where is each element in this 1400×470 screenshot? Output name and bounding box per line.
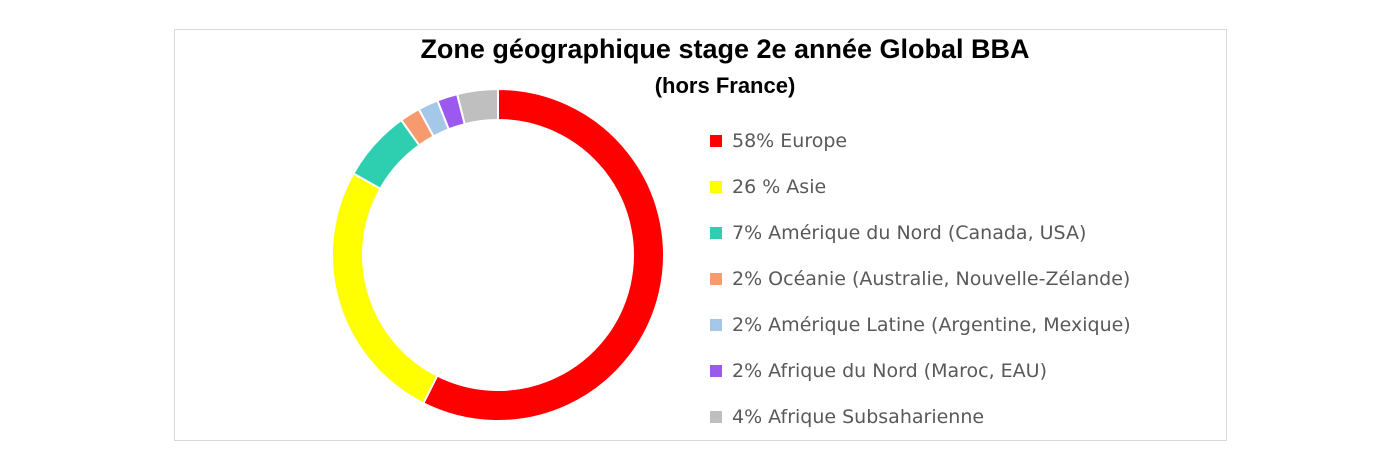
legend-swatch-4 xyxy=(710,319,722,331)
legend-label-0: 58% Europe xyxy=(732,130,848,152)
legend-label-3: 2% Océanie (Australie, Nouvelle-Zélande) xyxy=(732,268,1131,290)
legend-swatch-6 xyxy=(710,411,722,423)
legend-swatch-3 xyxy=(710,273,722,285)
legend-label-2: 7% Amérique du Nord (Canada, USA) xyxy=(732,222,1087,244)
legend-label-1: 26 % Asie xyxy=(732,176,827,198)
donut-slice-6 xyxy=(455,87,499,126)
legend-item-1: 26 % Asie xyxy=(710,164,1131,210)
donut-slice-1 xyxy=(331,172,439,405)
donut-chart xyxy=(331,87,665,422)
legend-item-6: 4% Afrique Subsaharienne xyxy=(710,394,1131,440)
legend-item-2: 7% Amérique du Nord (Canada, USA) xyxy=(710,210,1131,256)
legend-swatch-0 xyxy=(710,135,722,147)
chart-legend: 58% Europe 26 % Asie 7% Amérique du Nord (… xyxy=(710,118,1131,440)
legend-label-6: 4% Afrique Subsaharienne xyxy=(732,406,985,428)
donut-slice-0 xyxy=(421,87,665,422)
chart-subtitle: (hors France) xyxy=(654,73,796,98)
chart-title: Zone géographique stage 2e année Global … xyxy=(420,34,1030,64)
legend-item-5: 2% Afrique du Nord (Maroc, EAU) xyxy=(710,348,1131,394)
legend-swatch-5 xyxy=(710,365,722,377)
legend-label-4: 2% Amérique Latine (Argentine, Mexique) xyxy=(732,314,1131,336)
legend-item-4: 2% Amérique Latine (Argentine, Mexique) xyxy=(710,302,1131,348)
legend-swatch-1 xyxy=(710,181,722,193)
legend-label-5: 2% Afrique du Nord (Maroc, EAU) xyxy=(732,360,1047,382)
legend-item-0: 58% Europe xyxy=(710,118,1131,164)
legend-item-3: 2% Océanie (Australie, Nouvelle-Zélande) xyxy=(710,256,1131,302)
legend-swatch-2 xyxy=(710,227,722,239)
